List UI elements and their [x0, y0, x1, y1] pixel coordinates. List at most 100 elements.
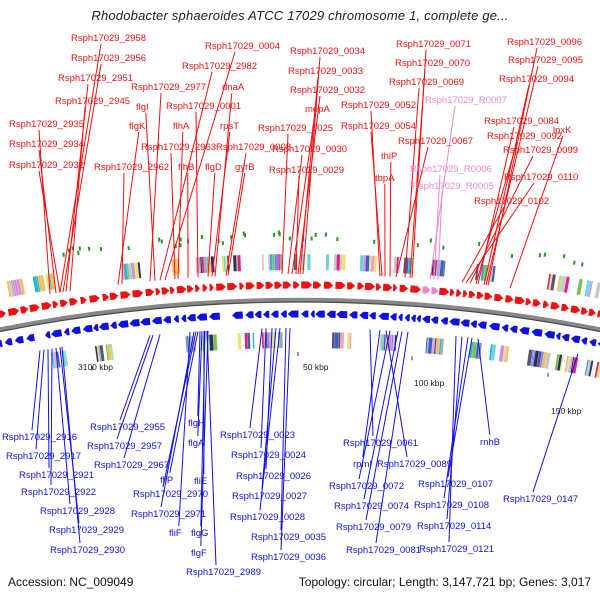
- cog-block: [586, 280, 592, 297]
- map-title: Rhodobacter sphaeroides ATCC 17029 chrom…: [91, 8, 509, 23]
- cog-block: [594, 361, 600, 378]
- gc-tick: [179, 237, 182, 242]
- gene-label-reverse: Rsph17029_0023: [220, 430, 295, 441]
- cog-block: [278, 254, 280, 271]
- cog-block: [480, 264, 485, 281]
- gene-label-reverse: Rsph17029_2922: [21, 487, 96, 498]
- reverse-gene-arrow: [315, 310, 325, 318]
- gene-label-reverse: Rsph17029_2957: [87, 441, 162, 452]
- leader-line: [119, 335, 151, 421]
- leader-line: [200, 330, 206, 527]
- cog-block: [596, 362, 600, 379]
- cog-block: [548, 274, 553, 291]
- reverse-gene-arrow: [63, 328, 70, 336]
- cog-block: [252, 332, 255, 349]
- cog-block: [365, 255, 370, 272]
- cog-block: [435, 338, 441, 355]
- forward-gene-arrow: [52, 300, 59, 309]
- forward-gene-arrow: [455, 289, 462, 297]
- reverse-gene-arrow: [449, 318, 460, 326]
- cog-block: [489, 265, 494, 282]
- cog-block: [503, 346, 508, 363]
- forward-gene-arrow: [382, 283, 393, 292]
- leader-line: [433, 174, 441, 280]
- gene-label-forward: Rsph17029_0071: [396, 39, 471, 50]
- cog-block: [442, 260, 446, 277]
- accession-text: Accession: NC_009049: [8, 575, 134, 589]
- cog-block: [19, 278, 26, 295]
- cog-block: [392, 334, 395, 351]
- leader-line: [38, 129, 51, 295]
- leader-line: [281, 133, 289, 275]
- forward-gene-arrow: [256, 281, 265, 290]
- forward-gene-arrow: [560, 303, 569, 312]
- leader-line: [47, 349, 50, 469]
- leader-line: [62, 63, 102, 293]
- reverse-gene-arrow: [501, 324, 509, 332]
- leader-line: [446, 336, 463, 520]
- cog-block: [198, 257, 201, 274]
- gene-label-forward: Rsph17029_2956: [71, 53, 146, 64]
- leader-line: [362, 330, 381, 458]
- forward-gene-arrow: [588, 308, 596, 317]
- cog-block: [331, 332, 335, 349]
- reverse-gene-arrow: [589, 338, 597, 347]
- forward-gene-arrow: [239, 282, 245, 290]
- leader-line: [429, 105, 456, 280]
- cog-block: [107, 344, 112, 361]
- cog-block: [6, 280, 12, 298]
- leader-line: [55, 347, 71, 505]
- gene-label-reverse: Rsph17029_2921: [19, 470, 94, 481]
- gene-label-forward: flgD: [205, 162, 222, 173]
- cog-block: [221, 255, 225, 272]
- gene-label-forward: Rsph17029_2951: [58, 73, 133, 84]
- gene-label-forward: Rsph17029_2932: [9, 160, 84, 171]
- gene-label-forward: Rsph17029_2962: [94, 162, 169, 173]
- gene-label-forward: Rsph17029_0094: [499, 74, 574, 85]
- gene-label-reverse: Rsph17029_0108: [414, 500, 489, 511]
- forward-gene-arrow: [132, 289, 144, 298]
- gc-tick: [416, 243, 419, 248]
- gc-tick: [429, 238, 433, 243]
- gene-label-reverse: Rsph17029_0061: [343, 438, 418, 449]
- leader-line: [287, 154, 303, 275]
- gc-tick: [127, 245, 130, 251]
- cog-block: [32, 276, 39, 293]
- cog-block: [383, 334, 386, 351]
- reverse-gene-arrow: [301, 310, 309, 318]
- cog-block: [586, 359, 592, 377]
- leader-line: [465, 182, 535, 284]
- cog-block: [341, 254, 346, 271]
- cog-block: [544, 352, 551, 369]
- forward-gene-arrow: [476, 291, 484, 299]
- reverse-gene-arrow: [4, 337, 13, 346]
- gc-tick: [538, 253, 542, 258]
- cog-block: [237, 255, 241, 272]
- reverse-gene-arrow: [519, 326, 530, 335]
- cog-block: [440, 338, 444, 355]
- cog-block: [439, 260, 445, 277]
- leader-line: [38, 170, 61, 293]
- reverse-gene-arrow: [416, 315, 422, 323]
- reverse-gene-arrow: [287, 310, 299, 318]
- gc-tick: [179, 243, 182, 248]
- gene-label-reverse: flgA: [188, 438, 205, 449]
- cog-block: [334, 332, 339, 349]
- cog-block: [576, 278, 583, 296]
- gene-label-forward: Rsph17029_0029: [269, 165, 344, 176]
- cog-block: [336, 254, 340, 271]
- gene-label-rna: Rsph17029_R0007: [425, 95, 507, 106]
- gene-label-forward: Rsph17029_0092: [487, 131, 562, 142]
- forward-gene-arrow: [301, 281, 313, 289]
- leader-line: [369, 329, 374, 437]
- gene-label-reverse: Rsph17029_2971: [131, 509, 206, 520]
- gene-label-forward: Rsph17029_0032: [290, 85, 365, 96]
- cog-block: [333, 254, 337, 271]
- gc-tick: [442, 245, 445, 250]
- cog-block: [64, 350, 69, 367]
- forward-gene-arrow: [109, 292, 119, 301]
- reverse-gene-arrow: [98, 322, 110, 331]
- leader-line: [178, 331, 191, 527]
- forward-gene-arrow: [89, 294, 100, 303]
- kbp-tick-label: 3100 kbp: [78, 362, 113, 372]
